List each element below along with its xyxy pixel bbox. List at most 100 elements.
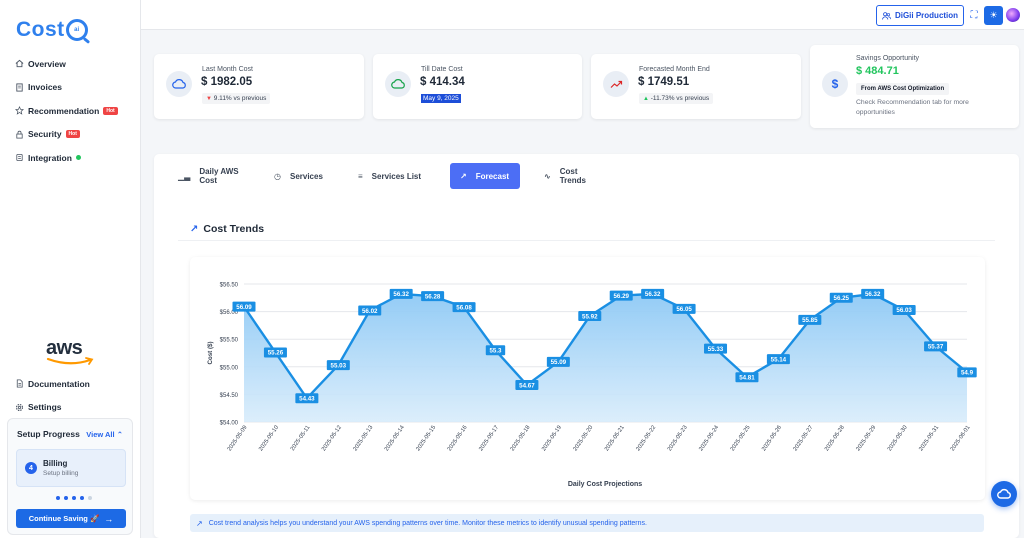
x-tick-label: 2025-05-31	[918, 425, 940, 453]
account-switcher-button[interactable]: DiGii Production	[876, 5, 964, 26]
tab-cost-trends[interactable]: ∿ Cost Trends	[520, 163, 610, 189]
x-tick-label: 2025-05-21	[604, 425, 626, 453]
stat-label: Last Month Cost	[202, 66, 253, 73]
data-label: 56.02	[362, 308, 378, 315]
fullscreen-button[interactable]: ⛶	[968, 8, 980, 22]
savings-value: $ 484.71	[856, 65, 899, 77]
home-icon	[14, 59, 24, 69]
clock-icon: ◷	[274, 171, 281, 181]
tab-services-list[interactable]: ≡ Services List	[350, 163, 450, 189]
tab-label: Forecast	[475, 171, 510, 181]
setup-progress-panel: Setup Progress View All ⌃ 4 Billing Setu…	[7, 418, 133, 535]
top-header: DiGii Production ⛶ ☀	[141, 0, 1024, 30]
data-label: 55.37	[928, 344, 944, 351]
x-tick-label: 2025-05-26	[761, 425, 783, 453]
data-label: 56.28	[425, 293, 441, 300]
savings-opportunity-card: $ Savings Opportunity $ 484.71 From AWS …	[810, 45, 1019, 128]
sidebar-item-label: Overview	[28, 58, 66, 69]
x-tick-label: 2025-06-01	[950, 425, 972, 453]
step-subtitle: Setup billing	[43, 470, 79, 477]
cloud-icon	[385, 71, 411, 97]
stat-change: ▲ -11.73% vs previous	[639, 93, 714, 104]
hot-badge: Hot	[65, 130, 80, 139]
trending-up-icon: ↗	[460, 171, 467, 181]
carousel-dot[interactable]	[72, 496, 76, 500]
section-title: ↗ Cost Trends	[190, 223, 264, 235]
sidebar-item-label: Security	[28, 129, 62, 140]
sidebar-item-overview[interactable]: Overview	[14, 52, 134, 76]
tab-daily-aws-cost[interactable]: ▁▃ Daily AWS Cost	[170, 163, 266, 189]
x-tick-label: 2025-05-23	[667, 425, 689, 453]
carousel-dot[interactable]	[64, 496, 68, 500]
theme-toggle-button[interactable]: ☀	[984, 6, 1003, 25]
x-tick-label: 2025-05-29	[855, 425, 877, 453]
cost-trends-chart: $54.00 $54.50 $55.00 $55.50 $56.00 $56.50 56.0…	[190, 257, 985, 500]
data-label-bg	[263, 347, 287, 358]
sidebar-item-settings[interactable]: Settings	[14, 396, 134, 420]
tab-forecast[interactable]: ↗ Forecast	[450, 163, 520, 189]
sidebar-item-recommendation[interactable]: Recommendation Hot	[14, 99, 134, 123]
y-tick-label: $54.00	[220, 421, 239, 427]
stat-value: $ 1749.51	[638, 76, 690, 88]
y-tick-label: $54.50	[220, 393, 239, 399]
data-label: 56.08	[456, 304, 472, 311]
data-label-bg	[798, 314, 822, 325]
avatar[interactable]	[1006, 8, 1020, 22]
sidebar-item-label: Settings	[28, 402, 62, 413]
view-all-link[interactable]: View All ⌃	[86, 430, 123, 439]
data-label: 55.33	[708, 346, 724, 353]
area-fill	[244, 293, 967, 422]
data-label-bg	[515, 380, 539, 391]
x-tick-label: 2025-05-10	[258, 425, 280, 453]
data-label: 56.03	[896, 307, 912, 314]
data-label: 54.67	[519, 382, 535, 389]
data-label-bg	[672, 303, 696, 314]
sidebar-item-security[interactable]: Security Hot	[14, 123, 134, 147]
arrow-down-icon: ▼	[206, 96, 212, 102]
x-tick-label: 2025-05-28	[824, 425, 846, 453]
section-title-text: Cost Trends	[203, 223, 265, 235]
tab-services[interactable]: ◷ Services	[266, 163, 350, 189]
cloud-chat-button[interactable]	[991, 481, 1017, 507]
x-tick-label: 2025-05-20	[572, 425, 594, 453]
star-icon	[14, 106, 24, 116]
savings-tag: From AWS Cost Optimization	[856, 83, 950, 95]
costq-logo[interactable]: Cost ai	[16, 18, 88, 42]
data-label: 56.29	[613, 293, 629, 300]
sidebar-item-documentation[interactable]: Documentation	[14, 372, 134, 396]
stat-change: ▼ 9.11% vs previous	[202, 93, 271, 104]
sidebar: Cost ai Overview Invoices Recommendation…	[0, 0, 141, 538]
x-axis-label: Daily Cost Projections	[568, 481, 642, 488]
step-title: Billing	[43, 459, 68, 468]
carousel-dots[interactable]	[56, 496, 92, 500]
data-label-bg	[957, 367, 977, 378]
tab-bar: ▁▃ Daily AWS Cost ◷ Services ≡ Services Lis…	[170, 163, 610, 189]
continue-saving-label: Continue Saving 🚀	[28, 514, 100, 523]
bar-chart-icon: ▁▃	[178, 171, 191, 181]
sidebar-item-label: Documentation	[28, 378, 90, 389]
tab-label: Services	[289, 171, 323, 181]
sidebar-item-integration[interactable]: Integration	[14, 146, 134, 170]
carousel-dot[interactable]	[56, 496, 60, 500]
x-tick-label: 2025-05-16	[447, 425, 469, 453]
data-label-bg	[829, 292, 853, 303]
cloud-icon	[166, 71, 192, 97]
data-label: 54.81	[739, 375, 755, 382]
data-label: 56.32	[393, 291, 409, 298]
stat-label: Till Date Cost	[421, 66, 463, 73]
carousel-dot[interactable]	[80, 496, 84, 500]
divider	[178, 240, 995, 241]
users-icon	[882, 11, 891, 20]
data-label-bg	[358, 305, 382, 316]
trending-up-icon: ↗	[196, 518, 203, 528]
y-axis-label: Cost ($)	[207, 341, 214, 364]
data-label-bg	[892, 304, 916, 315]
x-tick-label: 2025-05-14	[384, 424, 406, 452]
billing-step-card[interactable]: 4 Billing Setup billing	[16, 449, 126, 487]
continue-saving-button[interactable]: Continue Saving 🚀 →	[16, 509, 126, 528]
x-tick-label: 2025-05-18	[510, 425, 532, 453]
main-panel: ▁▃ Daily AWS Cost ◷ Services ≡ Services Lis…	[154, 154, 1019, 538]
carousel-dot[interactable]	[88, 496, 92, 500]
sidebar-item-invoices[interactable]: Invoices	[14, 76, 134, 100]
account-label: DiGii Production	[894, 11, 959, 20]
